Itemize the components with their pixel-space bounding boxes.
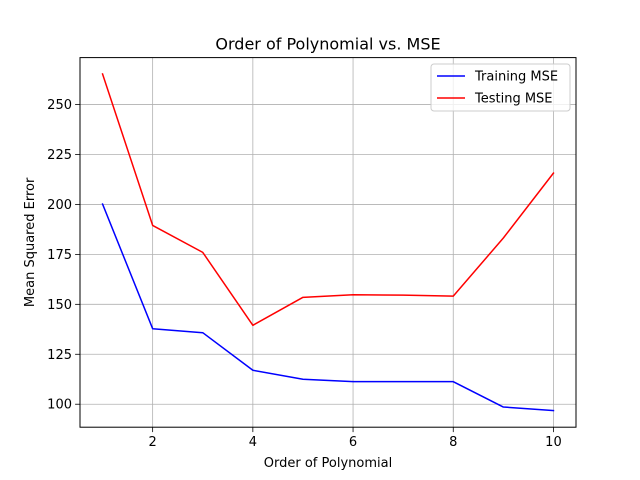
y-tick-label: 225 [47, 148, 72, 163]
x-tick-label: 2 [149, 435, 157, 450]
axis-ticks: 2 4 6 8 10 100 125 150 175 200 225 250 [47, 98, 562, 450]
legend: Training MSE Testing MSE [430, 63, 571, 112]
x-tick-label: 4 [249, 435, 257, 450]
x-axis-title: Order of Polynomial [264, 456, 392, 471]
grid [80, 57, 576, 428]
x-tick-label: 8 [449, 435, 457, 450]
y-tick-label: 125 [47, 348, 72, 363]
y-tick-label: 150 [47, 298, 72, 313]
legend-box [430, 63, 571, 112]
y-tick-label: 175 [47, 248, 72, 263]
y-tick-label: 100 [47, 398, 72, 413]
y-tick-label: 250 [47, 98, 72, 113]
legend-label-testing-mse: Testing MSE [474, 92, 553, 107]
x-tick-label: 10 [545, 435, 562, 450]
series-line-training-mse [101, 203, 555, 412]
y-axis-title: Mean Squared Error [23, 177, 38, 307]
series-line-testing-mse [101, 73, 555, 327]
y-tick-label: 200 [47, 198, 72, 213]
x-tick-label: 6 [349, 435, 357, 450]
plot-area-frame [79, 57, 577, 428]
series-lines [101, 73, 555, 412]
legend-label-training-mse: Training MSE [474, 70, 558, 85]
chart-title: Order of Polynomial vs. MSE [215, 35, 440, 54]
